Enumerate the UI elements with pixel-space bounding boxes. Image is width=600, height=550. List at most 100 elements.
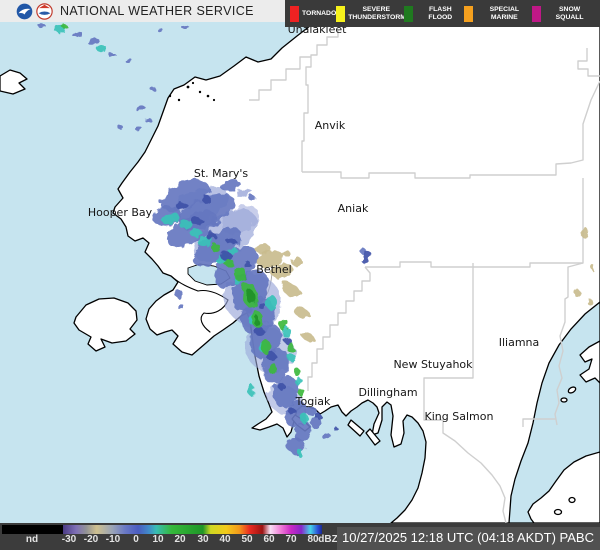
radar-echo [278, 318, 288, 330]
city-label: Bethel [256, 263, 291, 276]
radar-echo [201, 196, 211, 202]
city-label: Hooper Bay [88, 206, 153, 219]
radar-echo [211, 244, 221, 252]
radar-echo [256, 250, 284, 268]
radar-echo [118, 126, 124, 130]
radar-echo [246, 289, 256, 305]
radar-echo [180, 24, 188, 28]
logo-group [16, 2, 53, 20]
radar-echo [233, 266, 247, 282]
radar-echo [265, 295, 277, 309]
legend-swatch [464, 5, 474, 22]
radar-echo [72, 30, 82, 38]
radar-echo [591, 265, 595, 271]
radar-echo [305, 407, 317, 415]
radar-echo [286, 342, 294, 352]
warning-legend: TORNADO SEVERE THUNDERSTORM FLASH FLOOD SPE… [285, 0, 600, 27]
radar-echo [255, 244, 271, 254]
legend-item: FLASH FLOOD [404, 5, 464, 22]
colorbar-tick: -20 [83, 534, 99, 545]
city-label: Aniak [338, 202, 369, 215]
city-label: Iliamna [499, 336, 540, 349]
delta-islets [168, 81, 216, 102]
page-title: NATIONAL WEATHER SERVICE [60, 4, 254, 18]
radar-echo [221, 180, 241, 192]
radar-echo [157, 28, 163, 32]
colorbar-tick: -10 [105, 534, 121, 545]
radar-echo [162, 213, 180, 225]
radar-echo [271, 263, 293, 279]
radar-echo [228, 248, 238, 254]
radar-echo [124, 58, 132, 62]
radar-echo [277, 383, 285, 389]
zone-boundaries [249, 30, 600, 523]
colorbar-tick: 60 [263, 534, 275, 545]
radar-echo [574, 289, 580, 297]
colorbar-gradient [63, 525, 322, 534]
radar-echo [261, 340, 271, 354]
radar-echo [96, 44, 106, 52]
radar-echo [135, 127, 143, 131]
radar-echo [311, 417, 321, 429]
city-label: Anvik [315, 119, 346, 132]
noaa-logo-icon [16, 3, 33, 19]
legend-label: FLASH FLOOD [428, 5, 453, 21]
legend-swatch [336, 5, 346, 22]
radar-echo [248, 384, 254, 396]
city-label: King Salmon [425, 410, 494, 423]
legend-item: SEVERE THUNDERSTORM [336, 5, 406, 22]
legend-item: SNOW SQUALL [532, 5, 595, 22]
radar-map: Unalakleet Anvik St. Mary's Hooper Bay Aniak… [0, 22, 600, 523]
radar-echo [190, 229, 202, 237]
radar-echo [191, 217, 203, 225]
legend-label: TORNADO [302, 9, 337, 17]
legend-item: SPECIAL MARINE [464, 5, 532, 22]
nws-logo-icon [36, 2, 53, 20]
city-label: Dillingham [358, 386, 417, 399]
legend-swatch [404, 5, 414, 22]
radar-echo [297, 449, 303, 457]
radar-echo [334, 427, 338, 431]
status-bar: nd -30 -20 -10 0 10 20 30 40 50 60 70 80 dBZ 10/27/20… [0, 523, 600, 550]
radar-echo [315, 413, 321, 419]
legend-label: SPECIAL MARINE [489, 5, 520, 21]
radar-echoes [38, 24, 595, 457]
radar-echo [136, 105, 146, 113]
radar-echo [62, 25, 68, 29]
radar-echo [227, 239, 237, 245]
radar-echo [243, 261, 251, 267]
legend-swatch [290, 5, 299, 22]
colorbar-tick: 20 [174, 534, 186, 545]
radar-echo [109, 54, 117, 58]
radar-echo [288, 354, 296, 362]
radar-echo [175, 288, 181, 298]
radar-echo [258, 303, 266, 309]
radar-echo [288, 408, 296, 414]
radar-echo [220, 252, 232, 260]
radar-echo [254, 327, 264, 335]
radar-echo [300, 413, 308, 423]
radar-echo [322, 432, 330, 440]
radar-echo [236, 188, 252, 198]
radar-echo [179, 303, 183, 311]
legend-label: SEVERE THUNDERSTORM [348, 5, 406, 21]
colorbar-tick: dBZ [318, 534, 338, 545]
radar-echo [254, 316, 260, 326]
radar-echo [206, 232, 216, 240]
radar-echo [294, 377, 302, 385]
radar-echo [298, 388, 304, 396]
colorbar-tick: 0 [133, 534, 139, 545]
radar-echo [582, 227, 588, 239]
radar-echo [248, 196, 256, 200]
radar-echo [587, 299, 593, 305]
radar-echo [282, 250, 290, 256]
radar-echo [266, 352, 276, 360]
radar-echo [87, 37, 99, 45]
colorbar-tick: -30 [61, 534, 77, 545]
radar-echo [301, 332, 315, 342]
colorbar-nd-swatch [2, 525, 63, 534]
city-label: New Stuyahok [393, 358, 473, 371]
radar-echo [294, 368, 300, 376]
radar-echo [269, 363, 277, 375]
